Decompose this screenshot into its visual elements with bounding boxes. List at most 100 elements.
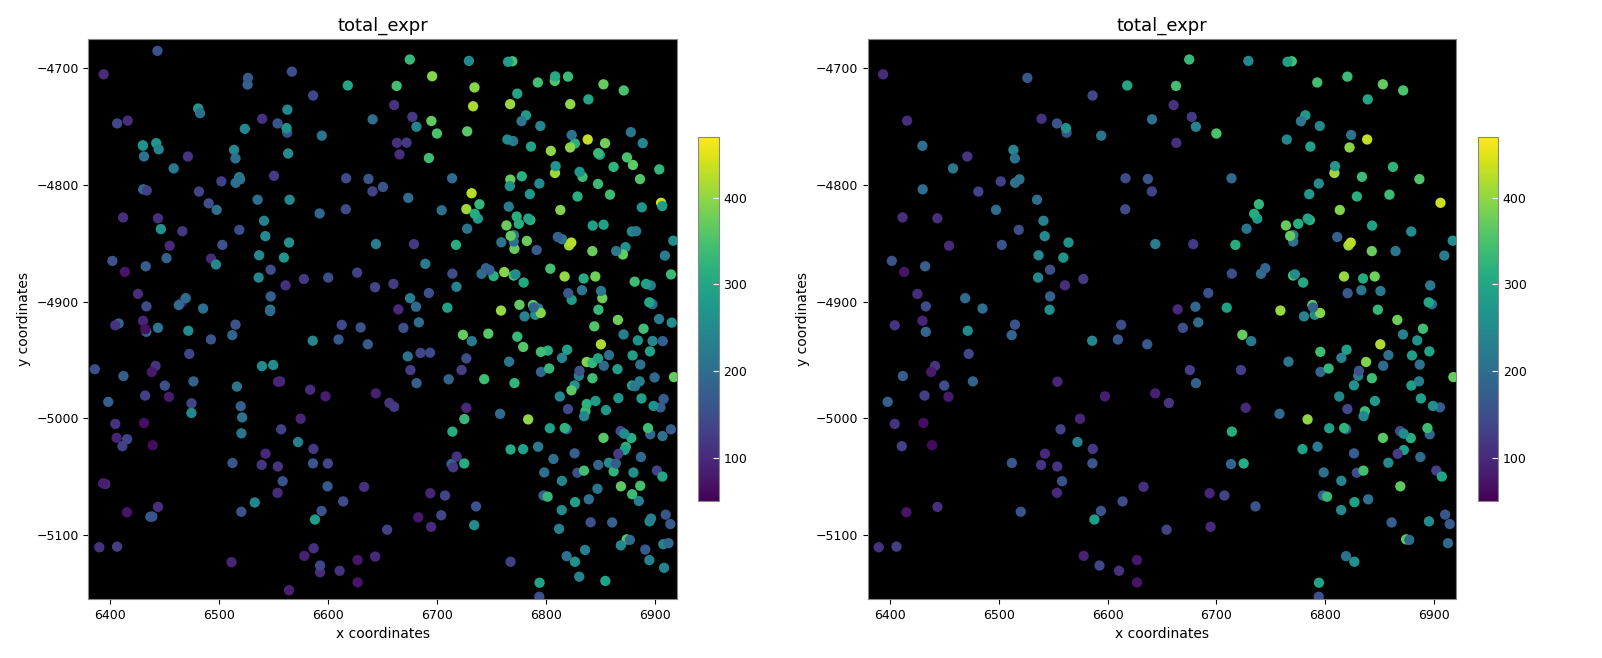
Point xyxy=(525,442,551,452)
Point xyxy=(517,141,543,152)
Point xyxy=(988,176,1014,187)
Point xyxy=(658,424,684,434)
Point xyxy=(1334,345,1360,355)
Point xyxy=(276,238,301,248)
Point xyxy=(1222,240,1248,250)
Point xyxy=(538,145,564,156)
Point xyxy=(381,100,407,111)
Point xyxy=(1274,134,1299,145)
Point xyxy=(1051,252,1077,263)
Point xyxy=(146,213,171,224)
Point xyxy=(1088,505,1113,516)
Point xyxy=(513,110,538,120)
Point xyxy=(1125,555,1150,565)
Point xyxy=(501,243,527,254)
Point xyxy=(133,301,159,312)
Point xyxy=(546,392,572,402)
Point xyxy=(511,444,537,455)
Point xyxy=(252,216,277,226)
Point xyxy=(229,428,255,439)
Point xyxy=(1331,271,1357,282)
Point xyxy=(461,82,487,93)
Point xyxy=(203,259,229,270)
Point xyxy=(99,255,125,266)
Point xyxy=(657,519,682,529)
Point xyxy=(1053,280,1078,291)
Point xyxy=(638,346,663,357)
Point xyxy=(912,261,937,272)
Point xyxy=(1336,142,1362,153)
Point xyxy=(176,349,202,359)
Point xyxy=(1214,303,1240,313)
Point xyxy=(1424,465,1450,476)
Point xyxy=(620,350,646,361)
Point xyxy=(226,224,252,235)
Point xyxy=(529,367,554,377)
X-axis label: x coordinates: x coordinates xyxy=(335,627,429,642)
Point xyxy=(1230,458,1256,468)
Point xyxy=(245,194,271,205)
Point xyxy=(1067,413,1093,424)
X-axis label: x coordinates: x coordinates xyxy=(1115,627,1210,642)
Point xyxy=(636,555,662,565)
Point xyxy=(562,138,588,149)
Point xyxy=(433,490,458,501)
Point xyxy=(641,401,666,411)
Point xyxy=(264,461,290,472)
Point xyxy=(139,511,165,522)
Point xyxy=(1280,270,1306,281)
Point xyxy=(1399,350,1424,361)
Point xyxy=(309,130,335,141)
Point xyxy=(588,339,614,349)
Point xyxy=(1275,57,1301,67)
Point xyxy=(344,267,370,278)
Point xyxy=(170,297,195,307)
Point xyxy=(1177,365,1203,375)
Point xyxy=(1346,370,1371,381)
Point xyxy=(300,458,325,468)
Point xyxy=(650,336,676,346)
Point xyxy=(1415,423,1440,434)
Point xyxy=(333,173,359,184)
Point xyxy=(186,186,211,197)
Point xyxy=(154,253,179,263)
Point xyxy=(381,278,407,289)
Point xyxy=(617,534,642,545)
Point xyxy=(96,397,122,407)
Point xyxy=(1306,178,1331,189)
Point xyxy=(559,385,585,395)
Point xyxy=(572,411,598,422)
Point xyxy=(535,492,561,502)
Point xyxy=(199,334,224,345)
Point xyxy=(1358,220,1384,231)
Point xyxy=(223,319,248,330)
Point xyxy=(585,179,610,190)
Point xyxy=(918,367,944,377)
Point xyxy=(203,205,229,215)
Point xyxy=(891,370,916,381)
Point xyxy=(1381,162,1407,172)
Point xyxy=(399,112,425,122)
Point xyxy=(497,201,522,212)
Point xyxy=(660,236,686,246)
Point xyxy=(910,184,936,195)
Point xyxy=(524,245,549,255)
Point xyxy=(638,513,663,524)
Point xyxy=(638,280,663,291)
Point xyxy=(628,452,654,463)
Point xyxy=(564,467,590,478)
Point xyxy=(1080,458,1105,468)
Point xyxy=(1032,231,1057,241)
Point xyxy=(511,277,537,288)
Point xyxy=(1185,317,1211,328)
Point xyxy=(940,163,966,174)
Point xyxy=(650,431,676,442)
Point xyxy=(405,317,431,328)
Point xyxy=(984,205,1009,215)
Point xyxy=(646,314,671,324)
Point xyxy=(1334,71,1360,82)
Point xyxy=(1376,457,1402,468)
Point xyxy=(428,510,453,520)
Point xyxy=(327,565,352,576)
Point xyxy=(564,191,590,202)
